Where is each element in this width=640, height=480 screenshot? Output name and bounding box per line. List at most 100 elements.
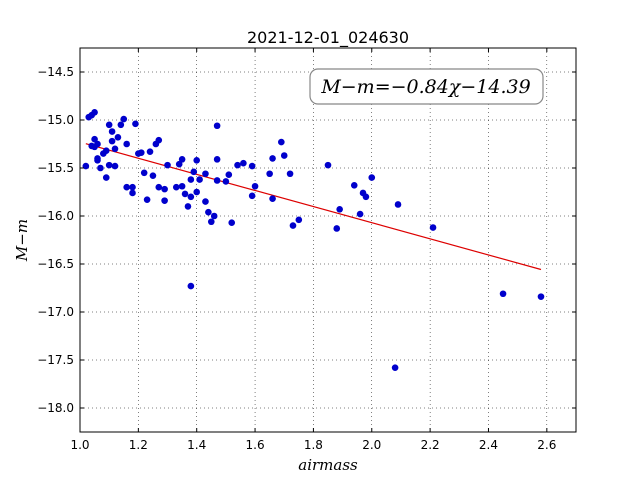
data-point <box>94 140 101 148</box>
y-tick-label: −15.0 <box>37 113 74 127</box>
x-tick-label: 1.8 <box>304 438 323 452</box>
data-point <box>111 162 119 170</box>
data-point <box>114 133 122 141</box>
x-tick-label: 2.0 <box>362 438 381 452</box>
data-point <box>102 174 110 181</box>
plot-frame <box>79 47 577 433</box>
data-point <box>207 218 215 226</box>
data-point <box>146 148 154 155</box>
data-point <box>91 135 98 143</box>
data-point <box>102 147 110 155</box>
data-point <box>295 216 303 224</box>
y-tick-label: −15.5 <box>37 161 74 175</box>
data-point <box>391 364 399 371</box>
data-point <box>289 222 297 229</box>
data-point <box>82 162 90 170</box>
y-axis-label: M−m <box>13 219 31 262</box>
data-point <box>129 183 136 191</box>
x-tick-label: 1.4 <box>187 438 206 452</box>
data-point <box>187 176 195 183</box>
y-tick-label: −18.0 <box>37 401 74 415</box>
data-point <box>123 140 130 148</box>
data-point <box>499 290 507 298</box>
data-point <box>184 203 192 210</box>
data-point <box>193 188 201 196</box>
fit-line-layer <box>85 143 542 271</box>
data-point <box>137 149 145 156</box>
x-tick-label: 2.6 <box>537 438 556 452</box>
data-point <box>196 176 203 183</box>
x-tick-label: 1.2 <box>129 438 148 452</box>
data-point <box>240 159 247 167</box>
data-point <box>336 205 343 213</box>
data-point <box>111 145 119 153</box>
data-point <box>248 162 256 170</box>
data-point <box>269 195 276 203</box>
data-point <box>187 193 195 201</box>
axis-ticks: 1.0 1.2 1.4 1.6 1.8 2.0 2.2 2.4 2.6 −14.5 −15.0 −15… <box>37 48 576 452</box>
data-point <box>222 178 230 185</box>
data-point <box>172 183 180 191</box>
annotation-box <box>309 68 544 105</box>
data-point <box>161 185 168 193</box>
data-point <box>429 224 437 231</box>
y-tick-label: −14.5 <box>37 65 74 79</box>
data-point <box>164 161 171 169</box>
data-point <box>266 170 273 178</box>
data-point <box>175 160 183 168</box>
data-point <box>120 115 128 123</box>
data-point <box>105 161 113 169</box>
y-tick-label: −17.5 <box>37 353 74 367</box>
y-tick-label: −16.5 <box>37 257 74 271</box>
data-point <box>190 168 198 176</box>
data-point <box>202 170 209 178</box>
data-point <box>225 171 233 179</box>
x-tick-label: 1.6 <box>246 438 265 452</box>
data-point <box>213 122 221 130</box>
x-tick-label: 1.0 <box>70 438 89 452</box>
data-point <box>97 164 104 172</box>
data-point <box>193 157 201 164</box>
data-point <box>324 161 332 169</box>
data-point <box>278 138 285 146</box>
y-tick-label: −17.0 <box>37 305 74 319</box>
data-point <box>248 192 256 200</box>
data-point <box>178 182 186 190</box>
data-point <box>280 152 288 159</box>
data-point <box>213 156 221 163</box>
data-point <box>117 121 125 129</box>
data-point <box>155 136 163 144</box>
data-point <box>155 183 163 191</box>
data-point <box>108 128 116 135</box>
data-point <box>140 169 148 177</box>
data-point <box>537 293 545 300</box>
data-point <box>269 155 276 162</box>
fit-annotation: M−m=−0.84χ−14.39 <box>309 68 544 105</box>
data-point <box>286 170 294 178</box>
data-point <box>228 219 236 227</box>
data-point <box>394 201 402 208</box>
data-point <box>368 174 376 181</box>
data-point <box>105 121 113 129</box>
x-tick-label: 2.4 <box>479 438 498 452</box>
data-point <box>123 183 130 191</box>
chart-title: 2021-12-01_024630 <box>247 28 409 48</box>
data-point <box>205 208 212 216</box>
data-point <box>181 190 189 198</box>
data-point <box>94 157 101 164</box>
data-point <box>108 137 116 145</box>
y-tick-label: −16.0 <box>37 209 74 223</box>
data-point <box>187 282 195 290</box>
x-axis-label: airmass <box>298 456 358 474</box>
data-point <box>149 172 157 179</box>
data-point <box>91 109 98 116</box>
data-point <box>251 182 259 190</box>
data-point <box>129 189 136 197</box>
data-point <box>213 177 221 184</box>
annotation-text: M−m=−0.84χ−14.39 <box>320 76 530 98</box>
data-point <box>210 212 218 220</box>
x-tick-label: 2.2 <box>421 438 440 452</box>
data-point <box>143 196 151 203</box>
data-point <box>333 225 341 232</box>
